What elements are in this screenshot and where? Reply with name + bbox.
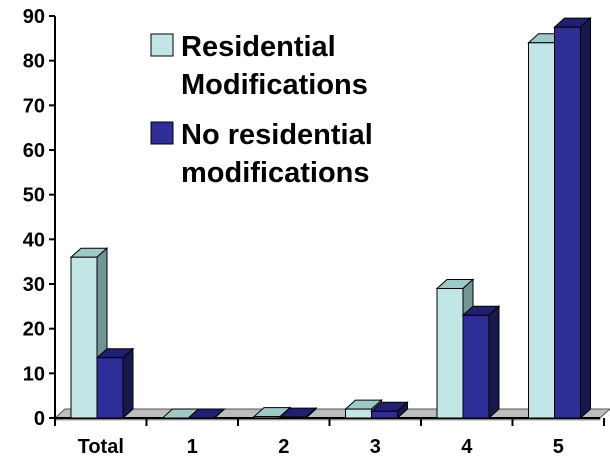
bar-front bbox=[253, 416, 281, 419]
x-tick-label: 2 bbox=[278, 436, 289, 458]
bar-front bbox=[345, 408, 372, 419]
x-tick-label: 3 bbox=[370, 436, 381, 458]
x-tick-label: 5 bbox=[553, 436, 564, 458]
bar-front bbox=[554, 26, 581, 419]
y-tick-label: 90 bbox=[23, 6, 45, 28]
legend-item-no-residential-modifications: No residential modifications bbox=[150, 119, 373, 189]
y-tick-label: 80 bbox=[23, 51, 45, 73]
bar-side bbox=[488, 305, 500, 420]
axes bbox=[49, 15, 605, 426]
tick-labels: 0 10 20 30 40 50 60 70 80 90 Total 1 2 3 4 5 bbox=[23, 6, 564, 458]
legend-label-line: Residential bbox=[181, 31, 336, 63]
bar-front bbox=[528, 42, 555, 419]
bar-front bbox=[279, 416, 307, 419]
legend: Residential Modifications No residential… bbox=[150, 31, 373, 189]
bar bbox=[278, 406, 318, 420]
bar bbox=[187, 408, 226, 419]
y-tick-label: 70 bbox=[23, 95, 45, 117]
y-tick-label: 60 bbox=[23, 140, 45, 162]
bar bbox=[553, 17, 592, 420]
bar bbox=[461, 305, 501, 420]
bar-front bbox=[96, 357, 124, 419]
bar-side bbox=[214, 408, 225, 419]
bar-front bbox=[436, 287, 464, 419]
bar-front bbox=[70, 256, 98, 419]
legend-label-line: Modifications bbox=[181, 69, 368, 101]
y-tick-label: 20 bbox=[23, 319, 45, 341]
y-tick-label: 40 bbox=[23, 229, 45, 251]
bar bbox=[95, 347, 135, 420]
x-tick-label: Total bbox=[78, 436, 124, 458]
legend-swatch-no-residential-modifications bbox=[150, 121, 174, 145]
legend-label-line: modifications bbox=[181, 157, 370, 189]
bar-side bbox=[122, 347, 134, 420]
legend-label-line: No residential bbox=[181, 119, 373, 151]
bar bbox=[370, 401, 409, 420]
y-tick-label: 30 bbox=[23, 274, 45, 296]
y-tick-label: 0 bbox=[34, 408, 45, 430]
legend-swatch-residential-modifications bbox=[150, 33, 174, 57]
floor-top bbox=[53, 408, 610, 419]
bar-front bbox=[462, 314, 490, 419]
x-tick-label: 1 bbox=[187, 436, 198, 458]
y-tick-label: 10 bbox=[23, 363, 45, 385]
legend-item-residential-modifications: Residential Modifications bbox=[150, 31, 368, 101]
bars bbox=[69, 17, 592, 420]
y-tick-label: 50 bbox=[23, 185, 45, 207]
x-tick-label: 4 bbox=[461, 436, 473, 458]
bar-side bbox=[580, 17, 591, 420]
bar-front bbox=[371, 410, 398, 419]
